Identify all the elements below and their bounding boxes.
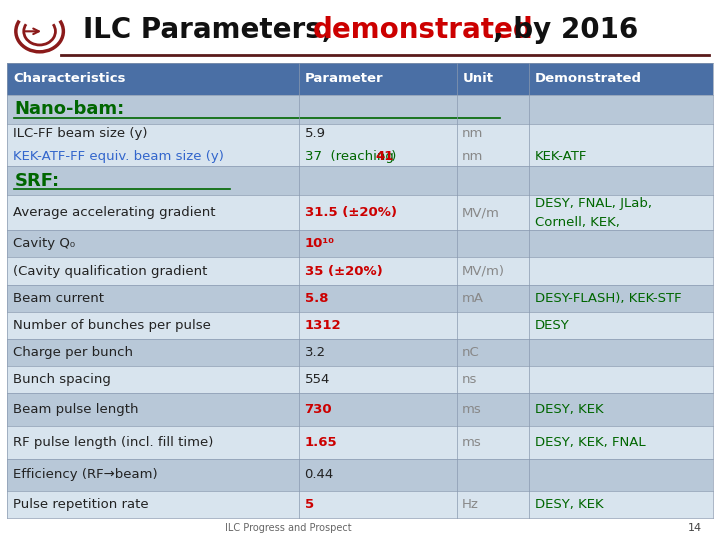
Text: DESY: DESY bbox=[535, 319, 570, 332]
Text: Nano-bam:: Nano-bam: bbox=[14, 100, 125, 118]
Bar bbox=[7, 312, 713, 339]
Text: Cavity Q₀: Cavity Q₀ bbox=[13, 238, 75, 251]
Text: ILC Progress and Prospect: ILC Progress and Prospect bbox=[225, 523, 351, 533]
Text: Bunch spacing: Bunch spacing bbox=[13, 373, 111, 386]
Text: nm: nm bbox=[462, 150, 483, 163]
Bar bbox=[7, 458, 713, 491]
Text: 554: 554 bbox=[305, 373, 330, 386]
Bar bbox=[7, 426, 713, 458]
Bar bbox=[7, 166, 713, 195]
Bar bbox=[7, 366, 713, 393]
Text: Unit: Unit bbox=[463, 72, 494, 85]
Text: Average accelerating gradient: Average accelerating gradient bbox=[13, 206, 215, 219]
Text: demonstrated: demonstrated bbox=[313, 16, 534, 44]
Bar bbox=[7, 231, 713, 258]
Text: ): ) bbox=[387, 150, 397, 163]
Text: DESY, KEK: DESY, KEK bbox=[535, 403, 603, 416]
Text: ms: ms bbox=[462, 403, 481, 416]
Text: ILC Parameters,: ILC Parameters, bbox=[83, 16, 342, 44]
Text: Hz: Hz bbox=[462, 498, 478, 511]
Text: Efficiency (RF→beam): Efficiency (RF→beam) bbox=[13, 468, 158, 482]
Text: ILC-FF beam size (y): ILC-FF beam size (y) bbox=[13, 127, 148, 140]
Text: DESY, KEK: DESY, KEK bbox=[535, 498, 603, 511]
Bar bbox=[7, 285, 713, 312]
Text: (Cavity qualification gradient: (Cavity qualification gradient bbox=[13, 265, 207, 278]
Text: MV/m: MV/m bbox=[462, 206, 500, 219]
Text: 1312: 1312 bbox=[305, 319, 341, 332]
Bar bbox=[7, 339, 713, 366]
Text: 1.65: 1.65 bbox=[305, 436, 337, 449]
Text: Cornell, KEK,: Cornell, KEK, bbox=[535, 216, 620, 229]
Text: Pulse repetition rate: Pulse repetition rate bbox=[13, 498, 148, 511]
Text: ns: ns bbox=[462, 373, 477, 386]
Text: 0.44: 0.44 bbox=[305, 468, 334, 482]
Bar bbox=[7, 258, 713, 285]
Text: MV/m): MV/m) bbox=[462, 265, 505, 278]
Text: 41: 41 bbox=[375, 150, 394, 163]
Text: 35 (±20%): 35 (±20%) bbox=[305, 265, 382, 278]
Bar bbox=[7, 124, 713, 166]
Text: 5.9: 5.9 bbox=[305, 127, 325, 140]
Text: Demonstrated: Demonstrated bbox=[535, 72, 642, 85]
Text: Characteristics: Characteristics bbox=[13, 72, 125, 85]
Text: nm: nm bbox=[462, 127, 483, 140]
Bar bbox=[7, 195, 713, 231]
Text: 5: 5 bbox=[305, 498, 314, 511]
Text: 730: 730 bbox=[305, 403, 332, 416]
Text: DESY, FNAL, JLab,: DESY, FNAL, JLab, bbox=[535, 197, 652, 210]
Text: Number of bunches per pulse: Number of bunches per pulse bbox=[13, 319, 211, 332]
Text: mA: mA bbox=[462, 292, 484, 305]
Text: Beam pulse length: Beam pulse length bbox=[13, 403, 138, 416]
Text: 31.5 (±20%): 31.5 (±20%) bbox=[305, 206, 397, 219]
Text: 37  (reaching: 37 (reaching bbox=[305, 150, 397, 163]
Bar bbox=[7, 491, 713, 518]
Text: Charge per bunch: Charge per bunch bbox=[13, 346, 133, 359]
Text: DESY, KEK, FNAL: DESY, KEK, FNAL bbox=[535, 436, 646, 449]
Text: ms: ms bbox=[462, 436, 481, 449]
Text: KEK-ATF-FF equiv. beam size (y): KEK-ATF-FF equiv. beam size (y) bbox=[13, 150, 224, 163]
Text: 10¹⁰: 10¹⁰ bbox=[305, 238, 335, 251]
Text: DESY-FLASH), KEK-STF: DESY-FLASH), KEK-STF bbox=[535, 292, 682, 305]
Text: Parameter: Parameter bbox=[305, 72, 383, 85]
Bar bbox=[7, 393, 713, 426]
Bar bbox=[7, 95, 713, 124]
Text: KEK-ATF: KEK-ATF bbox=[535, 150, 588, 163]
Text: Beam current: Beam current bbox=[13, 292, 104, 305]
Text: RF pulse length (incl. fill time): RF pulse length (incl. fill time) bbox=[13, 436, 213, 449]
Text: , by 2016: , by 2016 bbox=[493, 16, 639, 44]
Text: SRF:: SRF: bbox=[14, 172, 60, 190]
Text: 5.8: 5.8 bbox=[305, 292, 328, 305]
Bar bbox=[7, 63, 713, 95]
Text: 14: 14 bbox=[688, 523, 702, 533]
Text: 3.2: 3.2 bbox=[305, 346, 325, 359]
Text: nC: nC bbox=[462, 346, 480, 359]
